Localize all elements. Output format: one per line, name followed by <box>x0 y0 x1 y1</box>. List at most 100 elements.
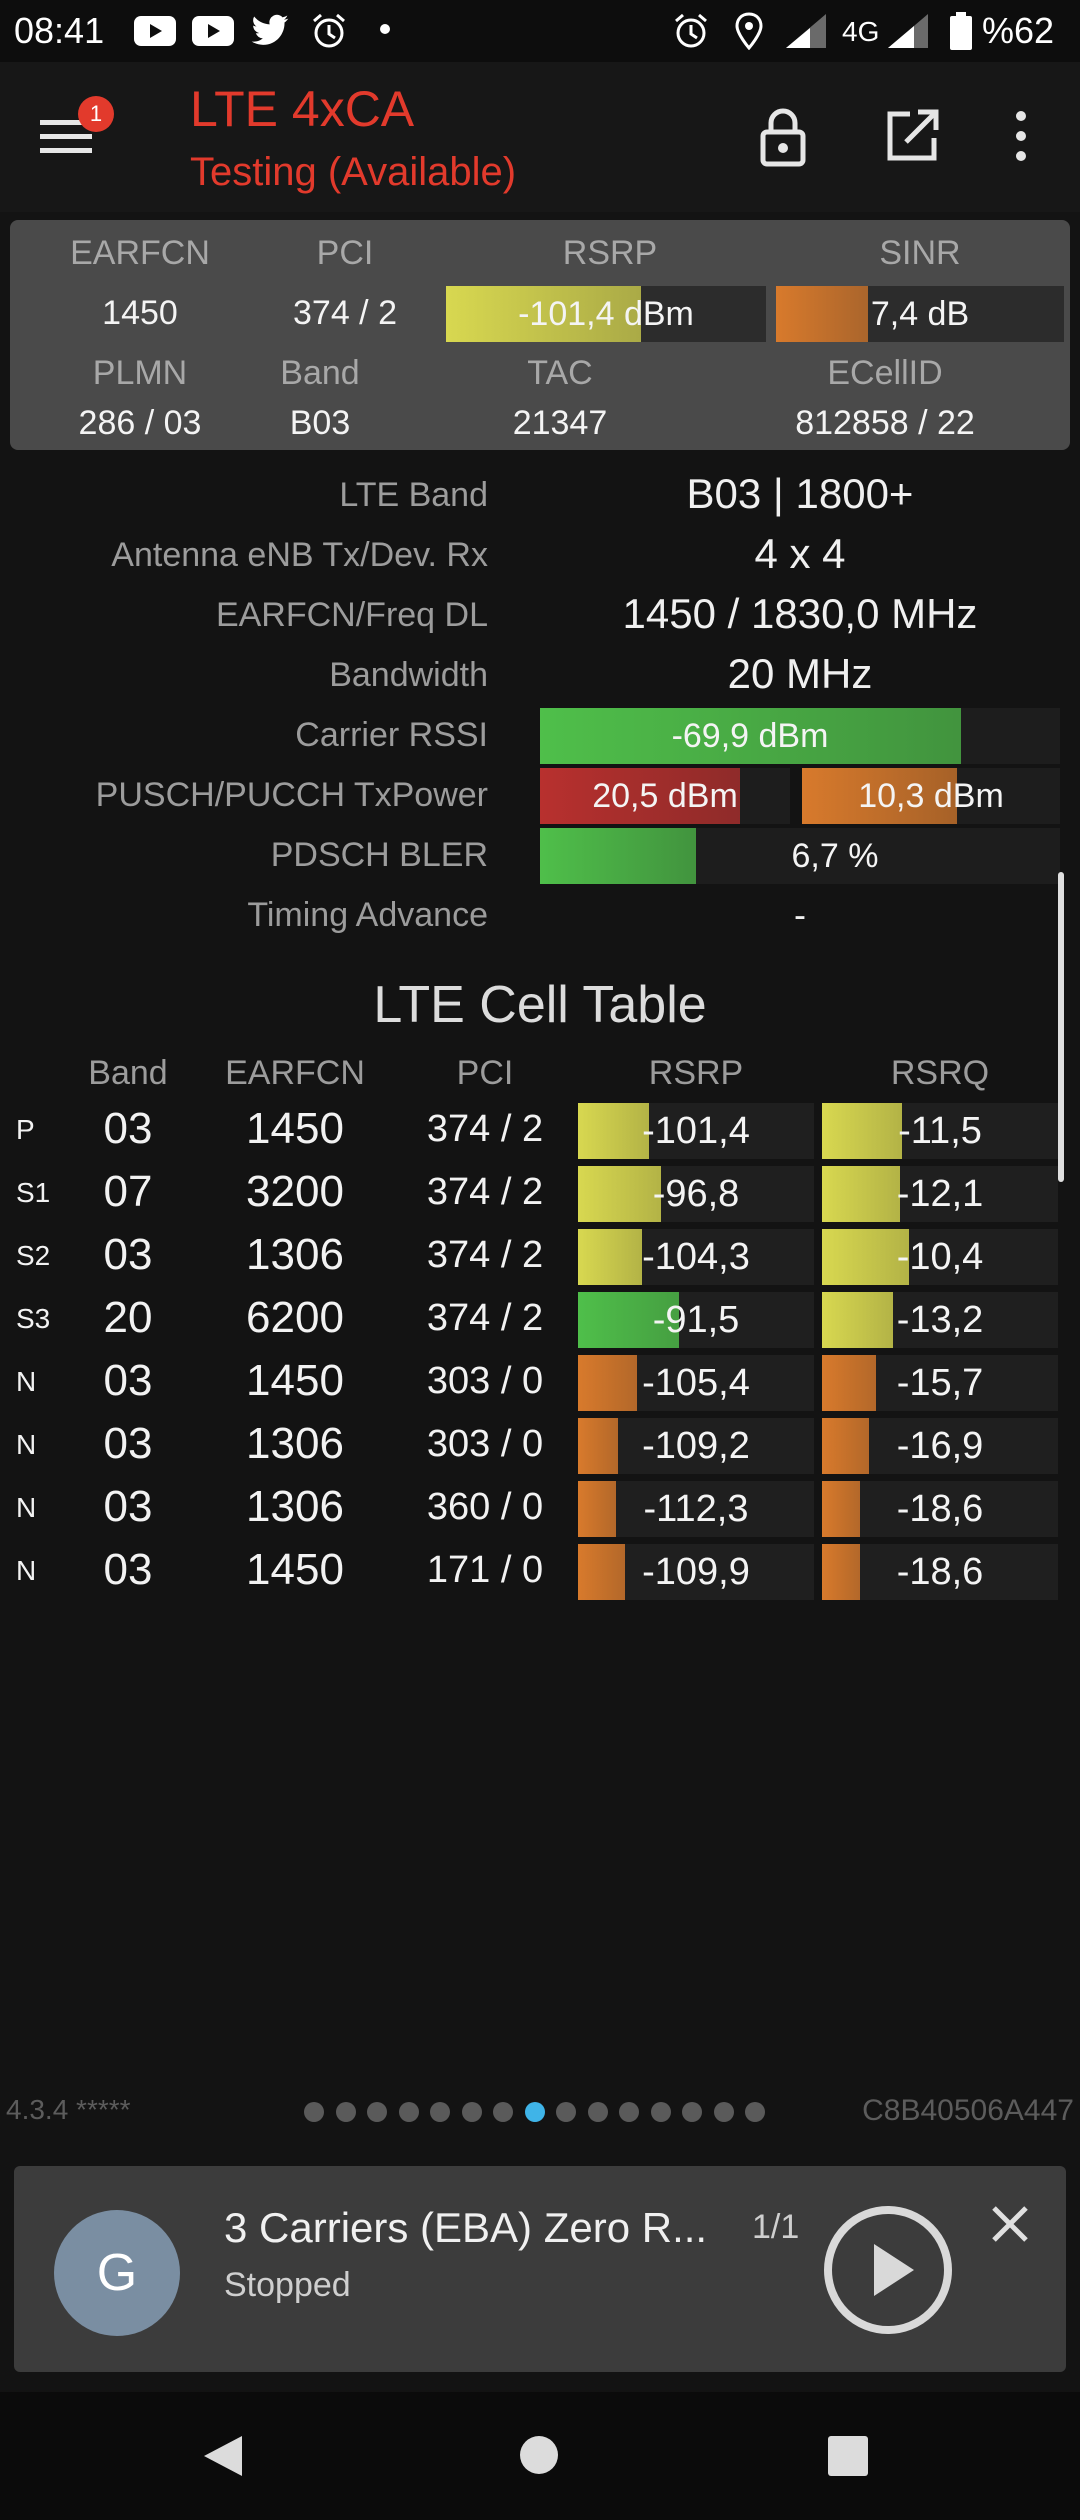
page-dot[interactable] <box>398 2102 419 2122</box>
back-icon[interactable] <box>200 2432 246 2480</box>
cell-pci: 374 / 2 <box>426 1108 544 1150</box>
page-dot[interactable] <box>650 2102 671 2122</box>
cell-rsrp-value: -91,5 <box>652 1299 740 1341</box>
cell-rsrq-meter: -16,9 <box>822 1418 1058 1474</box>
cell-rsrq-fill <box>822 1292 893 1348</box>
cell-rsrq-meter: -11,5 <box>822 1103 1058 1159</box>
cell-rsrq-value: -10,4 <box>896 1236 984 1278</box>
cell-rsrp-fill <box>578 1481 616 1537</box>
cell-table-body: P 03 1450 374 / 2 -101,4 -11,5 S1 07 3200 374 / 2… <box>0 1100 1080 1620</box>
open-external-button[interactable] <box>884 108 940 164</box>
menu-button[interactable]: 1 <box>40 96 114 162</box>
media-notification[interactable]: G 3 Carriers (EBA) Zero R... 1/1 Stopped <box>14 2166 1066 2372</box>
close-button[interactable] <box>986 2200 1034 2248</box>
carrier-rssi-value: -69,9 dBm <box>671 717 829 755</box>
page-dot[interactable] <box>745 2102 765 2122</box>
cell-rsrp-value: -101,4 <box>642 1110 750 1152</box>
close-icon <box>992 2206 1028 2242</box>
cell-rsrp-fill <box>578 1418 619 1474</box>
cell-earfcn: 1306 <box>246 1419 344 1468</box>
carrier-rssi-fill <box>540 708 962 764</box>
page-dot[interactable] <box>430 2102 450 2122</box>
cell-band: 03 <box>103 1419 153 1468</box>
app-subtitle: Testing (Available) <box>190 150 517 194</box>
page-dot[interactable] <box>587 2102 608 2122</box>
pci-value: 374 / 2 <box>293 294 397 332</box>
rsrp-meter: -101,4 dBm <box>446 286 766 342</box>
cell-rsrp-value: -96,8 <box>652 1173 740 1215</box>
lock-button[interactable] <box>758 106 808 168</box>
network-type: 4G <box>842 16 880 47</box>
table-row[interactable]: S2 03 1306 374 / 2 -104,3 -10,4 <box>0 1226 1080 1289</box>
cell-rsrq-value: -18,6 <box>896 1551 984 1593</box>
page-dot[interactable] <box>493 2102 513 2122</box>
cell-rsrp-meter: -104,3 <box>578 1229 814 1285</box>
dot-icon <box>380 24 390 34</box>
cell-rsrq-meter: -10,4 <box>822 1229 1058 1285</box>
cell-band: 03 <box>103 1545 153 1594</box>
page-dot[interactable] <box>367 2102 387 2122</box>
pucch-meter: 10,3 dBm <box>802 768 1060 824</box>
clock: 08:41 <box>14 10 105 51</box>
cell-rsrq-meter: -13,2 <box>822 1292 1058 1348</box>
sinr-value: 7,4 dB <box>870 295 970 333</box>
cell-type: N <box>16 1492 37 1523</box>
cell-rsrp-fill <box>578 1229 642 1285</box>
cell-rsrq-meter: -12,1 <box>822 1166 1058 1222</box>
cell-rsrp-meter: -109,9 <box>578 1544 814 1600</box>
cell-type: N <box>16 1555 37 1586</box>
notification-badge: 1 <box>78 96 114 132</box>
table-row[interactable]: S1 07 3200 374 / 2 -96,8 -12,1 <box>0 1163 1080 1226</box>
column-header-rsrp: RSRP <box>648 1054 744 1092</box>
cell-info-list: LTE Band B03 | 1800+ Antenna eNB Tx/Dev.… <box>0 468 1080 948</box>
table-row[interactable]: N 03 1306 303 / 0 -109,2 -16,9 <box>0 1415 1080 1478</box>
cell-rsrp-fill <box>578 1292 680 1348</box>
cell-pci: 374 / 2 <box>426 1171 544 1213</box>
page-dot[interactable] <box>713 2102 734 2122</box>
page-dot-active[interactable] <box>524 2102 545 2122</box>
page-dot[interactable] <box>304 2102 324 2122</box>
more-button[interactable] <box>1008 108 1034 164</box>
rsrp-label: RSRP <box>562 234 658 272</box>
pusch-fill <box>540 768 740 824</box>
cell-rsrp-fill <box>578 1355 637 1411</box>
page-dot[interactable] <box>556 2102 576 2122</box>
app-bar: 1 LTE 4xCA Testing (Available) <box>0 62 1080 212</box>
table-row[interactable]: N 03 1450 303 / 0 -105,4 -15,7 <box>0 1352 1080 1415</box>
cell-rsrq-meter: -18,6 <box>822 1544 1058 1600</box>
page-dot[interactable] <box>335 2102 356 2122</box>
plmn-label: PLMN <box>92 354 188 392</box>
tac-label: TAC <box>527 354 593 392</box>
cell-type: S2 <box>16 1240 51 1271</box>
cell-pci: 374 / 2 <box>426 1297 544 1339</box>
cell-earfcn: 1450 <box>246 1356 344 1405</box>
avatar: G <box>54 2210 180 2336</box>
band-value: B03 <box>289 404 351 442</box>
page-dot[interactable] <box>461 2102 482 2122</box>
scrollbar-thumb[interactable] <box>1058 872 1064 1182</box>
page-dot[interactable] <box>619 2102 639 2122</box>
info-label: LTE Band <box>339 476 488 514</box>
recents-icon[interactable] <box>828 2436 868 2476</box>
home-icon[interactable] <box>518 2434 560 2476</box>
table-row[interactable]: S3 20 6200 374 / 2 -91,5 -13,2 <box>0 1289 1080 1352</box>
cell-type: P <box>16 1114 35 1145</box>
cell-rsrq-value: -15,7 <box>896 1362 984 1404</box>
cell-pci: 360 / 0 <box>426 1486 544 1528</box>
cell-band: 03 <box>103 1230 153 1279</box>
cell-earfcn: 3200 <box>246 1167 344 1216</box>
cell-rsrq-fill <box>822 1229 910 1285</box>
table-row[interactable]: N 03 1306 360 / 0 -112,3 -18,6 <box>0 1478 1080 1541</box>
info-label: Carrier RSSI <box>295 716 488 754</box>
cell-band: 20 <box>103 1293 153 1342</box>
cell-band: 03 <box>103 1482 153 1531</box>
pci-label: PCI <box>316 234 374 272</box>
status-bar: 08:41 4G %62 <box>0 0 1080 62</box>
info-label: Timing Advance <box>247 896 488 934</box>
play-button[interactable] <box>822 2204 954 2336</box>
table-row[interactable]: N 03 1450 171 / 0 -109,9 -18,6 <box>0 1541 1080 1604</box>
cell-earfcn: 1450 <box>246 1104 344 1153</box>
table-row[interactable]: P 03 1450 374 / 2 -101,4 -11,5 <box>0 1100 1080 1163</box>
media-counter: 1/1 <box>752 2208 800 2246</box>
page-dot[interactable] <box>682 2102 702 2122</box>
